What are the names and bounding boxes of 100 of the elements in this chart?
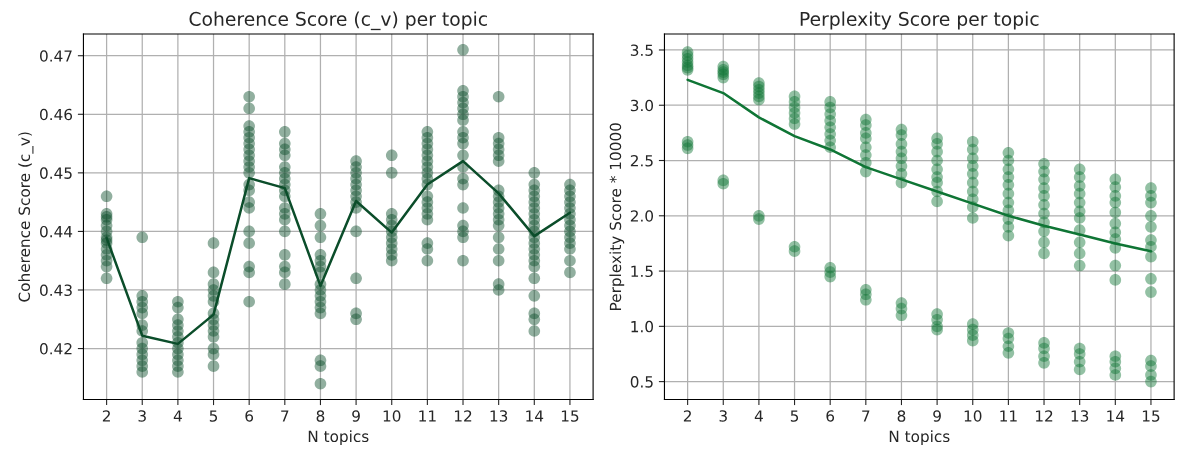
point bbox=[1145, 196, 1157, 209]
point bbox=[314, 307, 327, 320]
x-tick-label: 2 bbox=[102, 410, 110, 422]
point bbox=[385, 167, 398, 179]
x-tick-label: 11 bbox=[419, 410, 436, 422]
point bbox=[172, 301, 184, 314]
point bbox=[1145, 375, 1157, 388]
point bbox=[314, 208, 327, 220]
point bbox=[457, 202, 469, 214]
x-tick-label: 14 bbox=[1107, 410, 1125, 422]
point bbox=[243, 202, 255, 214]
y-tick-label: 3.5 bbox=[630, 44, 653, 56]
x-tick-label: 10 bbox=[964, 410, 982, 422]
point bbox=[136, 231, 149, 244]
point bbox=[385, 254, 398, 267]
point bbox=[1073, 363, 1086, 376]
point bbox=[1145, 286, 1157, 298]
point bbox=[1109, 196, 1122, 209]
point bbox=[207, 266, 220, 279]
point bbox=[243, 295, 255, 308]
point bbox=[492, 243, 505, 255]
point bbox=[1109, 369, 1122, 381]
point bbox=[492, 219, 505, 232]
point bbox=[1145, 209, 1157, 222]
point bbox=[788, 118, 801, 130]
point bbox=[457, 114, 469, 126]
y-tick-label: 3.0 bbox=[630, 99, 654, 112]
x-tick-label: 3 bbox=[138, 410, 146, 422]
x-axis-title: N topics bbox=[889, 430, 950, 446]
point bbox=[1145, 272, 1157, 285]
x-tick-label: 2 bbox=[683, 410, 691, 422]
point bbox=[136, 307, 149, 320]
y-tick-label: 0.43 bbox=[40, 284, 72, 297]
point bbox=[243, 237, 255, 249]
chart-title: Coherence Score (c_v) per topic bbox=[189, 11, 487, 31]
point bbox=[314, 219, 327, 232]
point bbox=[457, 231, 469, 244]
point bbox=[1073, 236, 1086, 249]
point bbox=[492, 254, 505, 267]
point bbox=[421, 254, 434, 267]
point bbox=[243, 266, 255, 279]
point bbox=[895, 309, 908, 322]
point bbox=[457, 137, 469, 150]
y-tick-label: 0.45 bbox=[40, 167, 72, 179]
point bbox=[1073, 259, 1086, 272]
x-tick-label: 8 bbox=[316, 410, 325, 422]
point bbox=[279, 278, 291, 290]
point bbox=[243, 167, 255, 179]
point bbox=[564, 243, 576, 255]
point bbox=[421, 213, 434, 226]
point bbox=[1038, 225, 1050, 238]
x-tick-label: 5 bbox=[790, 410, 799, 422]
point bbox=[457, 149, 469, 162]
point bbox=[279, 266, 291, 279]
point bbox=[1145, 221, 1157, 233]
x-tick-label: 15 bbox=[561, 410, 579, 422]
x-tick-label: 13 bbox=[490, 410, 508, 422]
point bbox=[1038, 247, 1050, 260]
y-axis-title: Coherence Score (c_v) bbox=[18, 132, 34, 302]
point bbox=[207, 237, 220, 249]
y-tick-label: 2.5 bbox=[630, 154, 653, 167]
point bbox=[207, 331, 220, 343]
x-tick-label: 4 bbox=[754, 410, 763, 422]
point bbox=[966, 212, 979, 224]
point bbox=[314, 231, 327, 244]
point bbox=[136, 366, 149, 378]
y-tick-label: 0.47 bbox=[40, 50, 72, 62]
y-axis-title: Perplexity Score * 10000 bbox=[609, 123, 625, 310]
point bbox=[350, 313, 362, 326]
point bbox=[931, 195, 943, 208]
point bbox=[279, 126, 291, 138]
point bbox=[528, 313, 541, 326]
point bbox=[1109, 206, 1122, 219]
point bbox=[1002, 229, 1015, 242]
x-tick-label: 7 bbox=[281, 410, 289, 422]
x-tick-label: 11 bbox=[1000, 410, 1017, 422]
x-tick-label: 13 bbox=[1071, 410, 1089, 422]
point bbox=[492, 284, 505, 296]
point bbox=[279, 213, 291, 226]
point bbox=[528, 325, 541, 337]
point bbox=[1109, 274, 1122, 286]
point bbox=[824, 270, 836, 283]
point bbox=[528, 290, 541, 302]
point bbox=[681, 142, 694, 155]
point bbox=[788, 245, 801, 257]
x-tick-label: 12 bbox=[1035, 410, 1053, 422]
point bbox=[1109, 259, 1122, 272]
point bbox=[528, 167, 541, 179]
point bbox=[860, 294, 872, 306]
point bbox=[100, 190, 113, 203]
x-tick-label: 12 bbox=[454, 410, 472, 422]
point bbox=[207, 348, 220, 361]
point bbox=[100, 260, 113, 273]
point bbox=[279, 225, 291, 238]
point bbox=[528, 272, 541, 285]
x-tick-label: 4 bbox=[173, 410, 182, 422]
x-tick-label: 5 bbox=[209, 410, 218, 422]
y-tick-label: 2.0 bbox=[630, 210, 654, 222]
point bbox=[350, 272, 362, 285]
point bbox=[279, 249, 291, 261]
